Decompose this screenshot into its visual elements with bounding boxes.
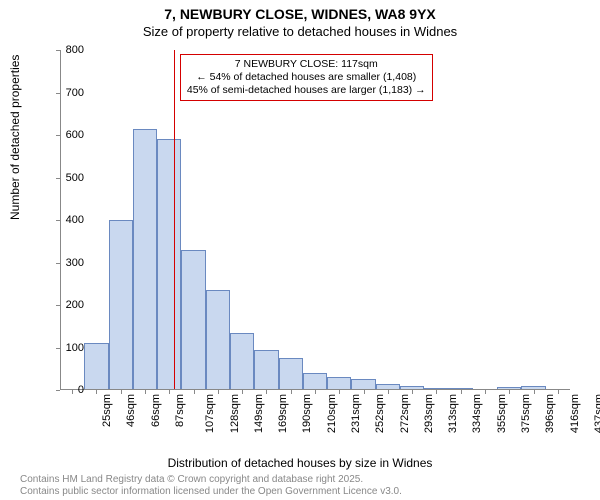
x-tick-label: 190sqm <box>302 394 314 433</box>
x-tick <box>315 390 316 394</box>
x-tick-label: 25sqm <box>101 394 113 427</box>
x-tick-label: 252sqm <box>374 394 386 433</box>
x-tick <box>436 390 437 394</box>
x-tick-label: 334sqm <box>472 394 484 433</box>
y-tick-label: 0 <box>44 384 84 396</box>
x-tick <box>218 390 219 394</box>
y-tick-label: 400 <box>44 214 84 226</box>
x-tick <box>388 390 389 394</box>
histogram-bar <box>181 250 205 390</box>
x-tick-label: 293sqm <box>423 394 435 433</box>
x-tick <box>412 390 413 394</box>
title-block: 7, NEWBURY CLOSE, WIDNES, WA8 9YX Size o… <box>0 0 600 39</box>
x-tick-label: 272sqm <box>399 394 411 433</box>
x-tick-label: 231sqm <box>350 394 362 433</box>
histogram-bar <box>254 350 278 390</box>
y-tick-label: 800 <box>44 44 84 56</box>
x-tick <box>169 390 170 394</box>
x-tick <box>364 390 365 394</box>
x-axis-line <box>60 389 570 390</box>
x-tick-label: 210sqm <box>326 394 338 433</box>
y-tick-label: 100 <box>44 342 84 354</box>
x-tick-label: 313sqm <box>447 394 459 433</box>
histogram-bar <box>279 358 303 390</box>
histogram-bar <box>84 343 108 390</box>
y-tick-label: 600 <box>44 129 84 141</box>
histogram-bar <box>206 290 230 390</box>
y-tick-label: 300 <box>44 257 84 269</box>
histogram-bar <box>230 333 254 390</box>
plot-area: 7 NEWBURY CLOSE: 117sqm← 54% of detached… <box>60 50 570 390</box>
histogram-bar <box>109 220 133 390</box>
x-tick <box>485 390 486 394</box>
chart-container: 7, NEWBURY CLOSE, WIDNES, WA8 9YX Size o… <box>0 0 600 500</box>
x-tick <box>145 390 146 394</box>
x-tick-label: 375sqm <box>520 394 532 433</box>
x-tick <box>242 390 243 394</box>
x-tick-label: 128sqm <box>229 394 241 433</box>
marker-line <box>174 50 176 390</box>
annotation-box: 7 NEWBURY CLOSE: 117sqm← 54% of detached… <box>180 54 433 101</box>
x-tick-label: 149sqm <box>253 394 265 433</box>
footer: Contains HM Land Registry data © Crown c… <box>20 474 402 498</box>
x-axis-label: Distribution of detached houses by size … <box>0 456 600 470</box>
annotation-line2: ← 54% of detached houses are smaller (1,… <box>187 71 426 84</box>
x-tick <box>534 390 535 394</box>
y-tick-label: 700 <box>44 87 84 99</box>
y-tick-label: 200 <box>44 299 84 311</box>
x-tick <box>291 390 292 394</box>
x-tick <box>266 390 267 394</box>
x-tick-label: 437sqm <box>593 394 600 433</box>
x-tick-label: 416sqm <box>569 394 581 433</box>
x-tick-label: 169sqm <box>277 394 289 433</box>
x-tick <box>509 390 510 394</box>
annotation-line3: 45% of semi-detached houses are larger (… <box>187 84 426 97</box>
histogram-bar <box>157 139 181 390</box>
x-tick <box>121 390 122 394</box>
y-axis-label: Number of detached properties <box>8 55 22 220</box>
histogram-bar <box>303 373 327 390</box>
x-tick-label: 396sqm <box>544 394 556 433</box>
x-tick <box>558 390 559 394</box>
x-tick-label: 355sqm <box>496 394 508 433</box>
x-tick <box>461 390 462 394</box>
x-tick-label: 107sqm <box>204 394 216 433</box>
x-tick-label: 46sqm <box>125 394 137 427</box>
x-tick <box>194 390 195 394</box>
x-tick <box>339 390 340 394</box>
y-tick-label: 500 <box>44 172 84 184</box>
x-tick-label: 87sqm <box>174 394 186 427</box>
annotation-line1: 7 NEWBURY CLOSE: 117sqm <box>187 58 426 71</box>
x-tick-label: 66sqm <box>150 394 162 427</box>
histogram-bar <box>133 129 157 390</box>
footer-line2: Contains public sector information licen… <box>20 486 402 498</box>
title-line2: Size of property relative to detached ho… <box>0 24 600 39</box>
footer-line1: Contains HM Land Registry data © Crown c… <box>20 474 402 486</box>
title-line1: 7, NEWBURY CLOSE, WIDNES, WA8 9YX <box>0 6 600 22</box>
x-tick <box>96 390 97 394</box>
